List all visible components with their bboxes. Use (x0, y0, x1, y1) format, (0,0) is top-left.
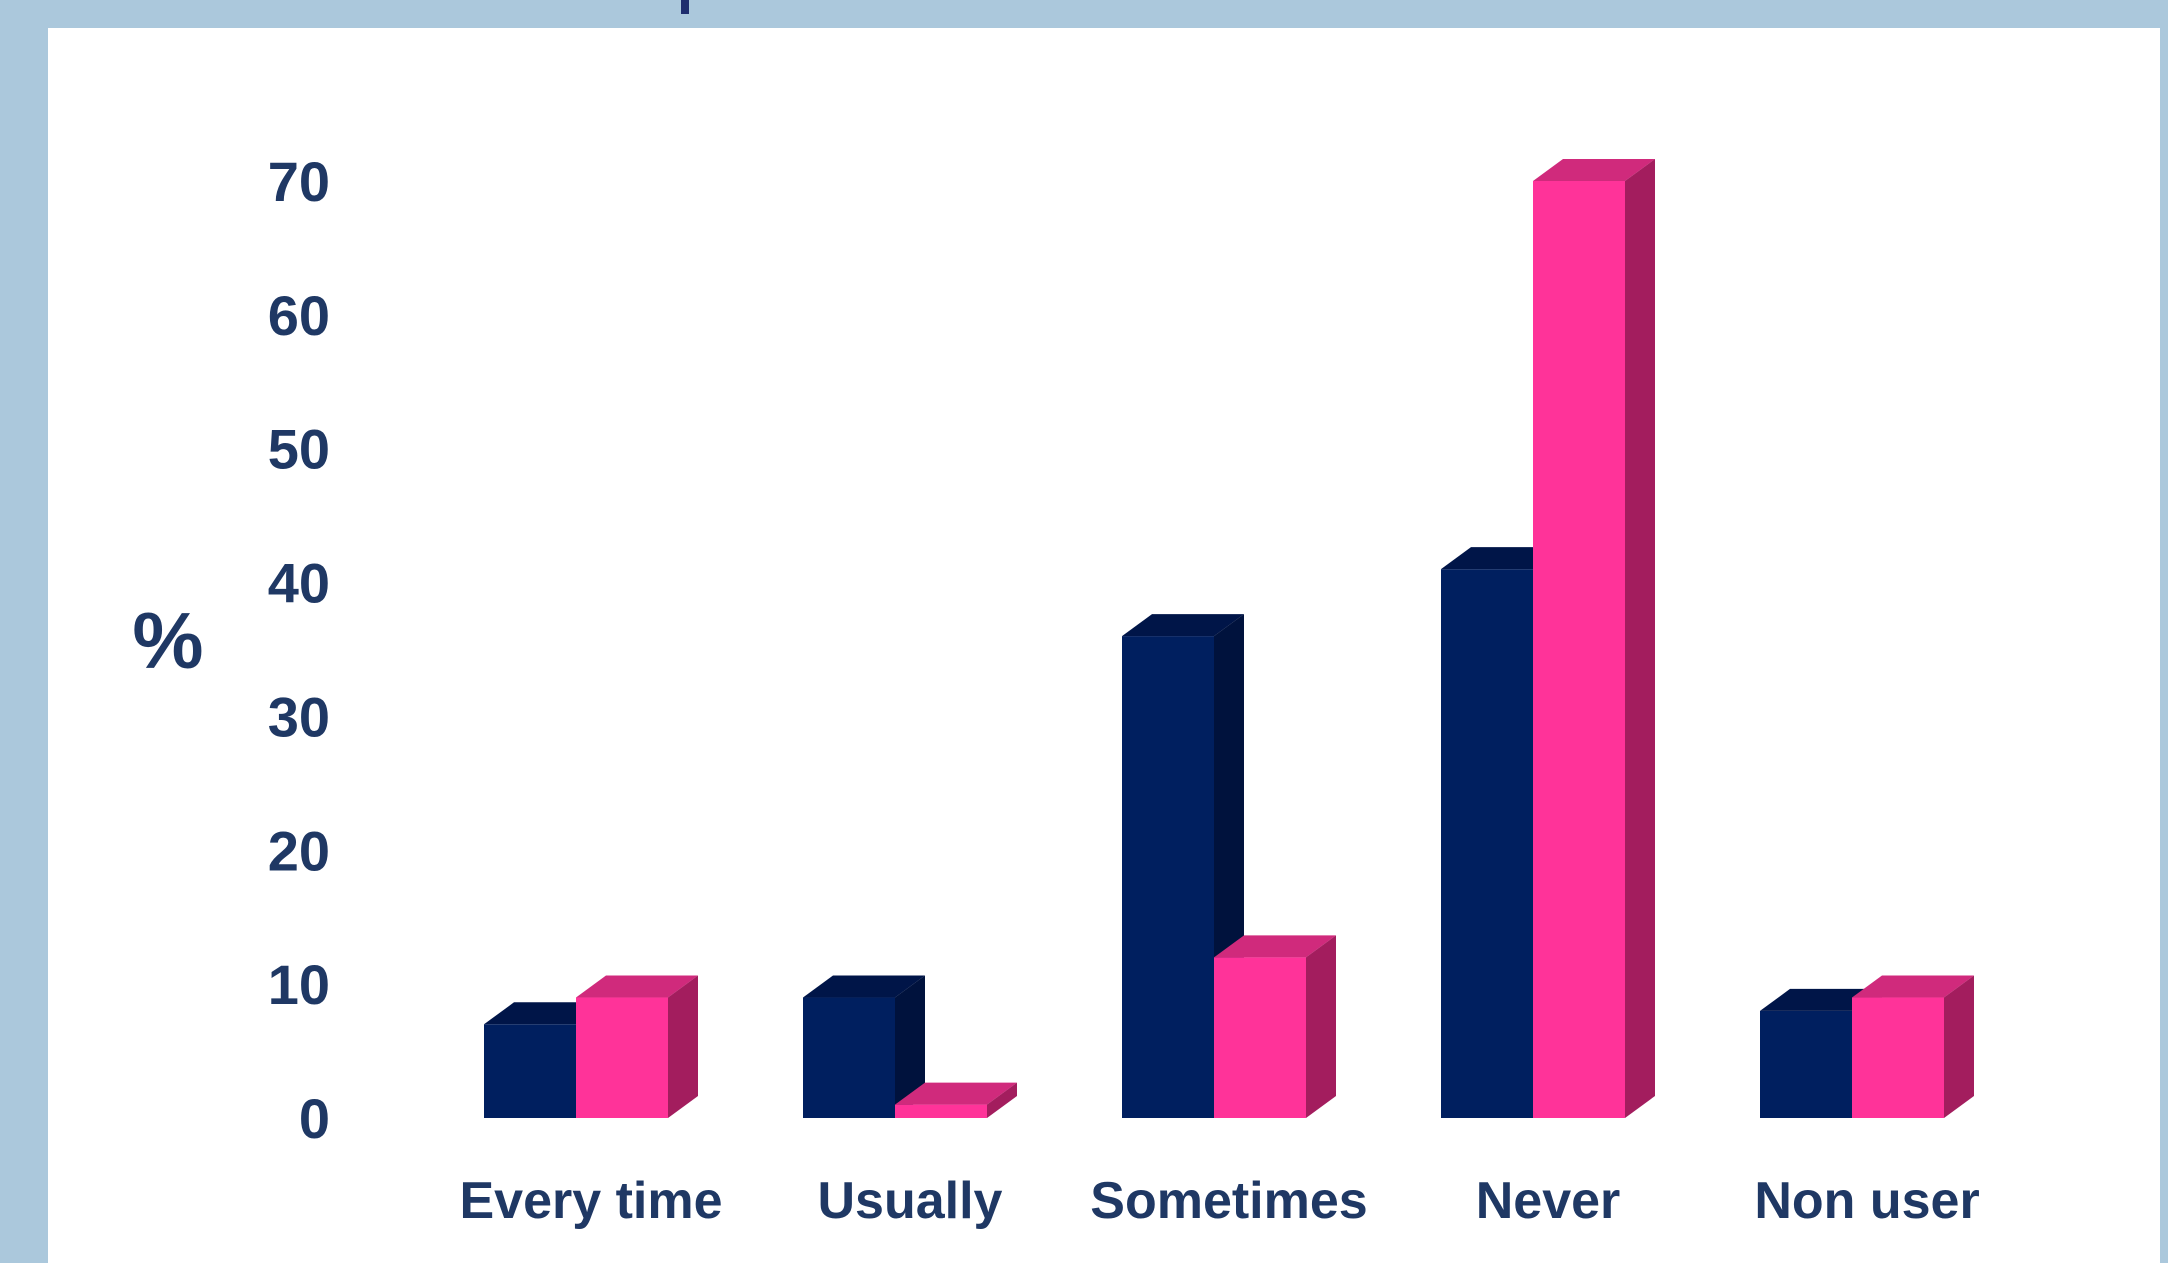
bar-top (1441, 547, 1563, 570)
bar-top (576, 975, 698, 998)
y-tick-label: 0 (299, 1087, 330, 1150)
bar-side (1944, 975, 1974, 1118)
y-tick-label: 70 (268, 150, 330, 213)
bar-usually-series-1 (803, 975, 925, 1118)
y-tick-label: 20 (268, 819, 330, 882)
x-category-label: Non user (1754, 1172, 1979, 1230)
x-category-label: Never (1476, 1172, 1621, 1230)
bar-front (576, 997, 668, 1118)
bar-top (1760, 988, 1882, 1011)
x-category-label: Every time (459, 1172, 722, 1230)
bar-front (895, 1104, 987, 1118)
y-axis-ticks: 0 10 20 30 40 50 60 70 (268, 150, 330, 1150)
chart-panel: 0 10 20 30 40 50 60 70 Every time Usually Sometim… (48, 28, 2160, 1263)
bar-never-series-2 (1533, 159, 1655, 1118)
x-axis-categories: Every time Usually Sometimes Never Non user (459, 1172, 1979, 1230)
x-category-label: Sometimes (1090, 1172, 1367, 1230)
bar-front (1533, 181, 1625, 1118)
top-edge-mark (681, 0, 689, 14)
y-tick-label: 30 (268, 685, 330, 748)
bar-usually-series-2 (895, 1082, 1017, 1118)
bar-top (1214, 935, 1336, 958)
bar-front (1760, 1010, 1852, 1118)
bar-side (668, 975, 698, 1118)
bar-front (484, 1024, 576, 1118)
bar-top (1852, 975, 1974, 998)
bar-top (895, 1082, 1017, 1105)
bar-front (1122, 636, 1214, 1118)
bar-sometimes-series-2 (1214, 935, 1336, 1118)
bar-top (1533, 159, 1655, 181)
bar-top (803, 975, 925, 998)
bar-top (1122, 614, 1244, 637)
x-category-label: Usually (818, 1172, 1003, 1230)
bar-top (484, 1002, 606, 1025)
y-tick-label: 10 (268, 953, 330, 1016)
y-tick-label: 50 (268, 418, 330, 481)
y-tick-label: 40 (268, 552, 330, 615)
bar-front (1441, 569, 1533, 1118)
bar-front (1852, 997, 1944, 1118)
y-tick-label: 60 (268, 284, 330, 347)
bar-every-time-series-2 (576, 975, 698, 1118)
bar-front (1214, 957, 1306, 1118)
bar-side (987, 1082, 1017, 1118)
bar-chart: 0 10 20 30 40 50 60 70 Every time Usually Sometim… (132, 150, 1979, 1230)
bar-non-user-series-2 (1852, 975, 1974, 1118)
bar-side (1306, 935, 1336, 1118)
bar-side (1625, 159, 1655, 1118)
y-axis-label: % (132, 596, 203, 685)
bars-group (484, 159, 1974, 1118)
bar-side (895, 975, 925, 1118)
bar-front (803, 997, 895, 1118)
